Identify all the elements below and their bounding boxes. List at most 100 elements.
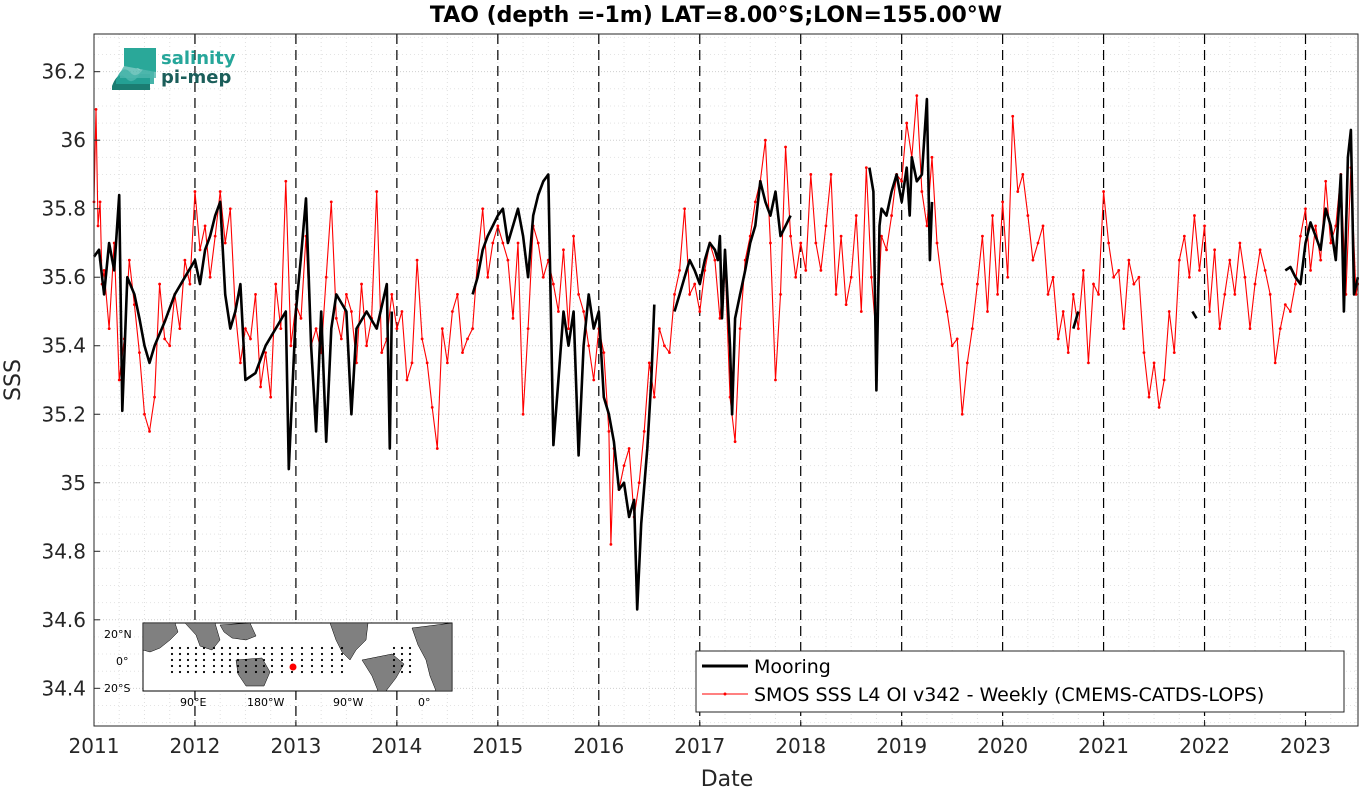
smos-line bbox=[93, 95, 1359, 545]
inset-dot bbox=[310, 658, 314, 662]
inset-lon-90e: 90°E bbox=[180, 696, 206, 709]
inset-lat-0: 0° bbox=[116, 655, 129, 668]
inset-dot bbox=[202, 646, 206, 650]
smos-point bbox=[440, 327, 444, 331]
smos-point bbox=[991, 214, 994, 217]
smos-point bbox=[213, 234, 217, 238]
smos-point bbox=[1081, 268, 1085, 272]
smos-point bbox=[259, 385, 262, 389]
smos-point bbox=[501, 241, 505, 245]
smos-point bbox=[198, 248, 202, 252]
smos-point bbox=[541, 275, 545, 279]
inset-frame bbox=[142, 622, 453, 692]
smos-point bbox=[445, 361, 449, 365]
smos-point bbox=[410, 361, 414, 365]
inset-lat-20s: 20°S bbox=[104, 682, 130, 695]
inset-dot bbox=[212, 652, 216, 656]
smos-point bbox=[678, 268, 681, 272]
inset-dot bbox=[220, 652, 224, 656]
smos-point bbox=[1061, 310, 1065, 313]
smos-point bbox=[430, 406, 434, 409]
inset-dot bbox=[194, 670, 198, 674]
smos-point bbox=[360, 282, 363, 286]
smos-point bbox=[975, 282, 979, 286]
smos-point bbox=[718, 316, 722, 320]
inset-lat-20n: 20°N bbox=[104, 628, 132, 641]
inset-dot bbox=[262, 670, 266, 674]
smos-point bbox=[1112, 275, 1116, 279]
inset-dot bbox=[212, 670, 216, 674]
smos-point bbox=[390, 292, 394, 296]
legend-swatch-smos-marker bbox=[723, 692, 727, 696]
smos-point bbox=[652, 395, 656, 399]
inset-dot bbox=[280, 664, 284, 668]
mooring-line bbox=[868, 97, 934, 392]
smos-point bbox=[1314, 224, 1317, 228]
inset-dot bbox=[220, 670, 224, 674]
y-tick-label: 35.4 bbox=[41, 334, 86, 358]
smos-point bbox=[981, 234, 984, 238]
inset-dot bbox=[270, 670, 274, 674]
smos-point bbox=[1263, 268, 1267, 272]
x-tick-label: 2017 bbox=[674, 734, 725, 758]
smos-point bbox=[844, 303, 848, 307]
inset-dot bbox=[280, 670, 284, 674]
smos-point bbox=[466, 337, 469, 341]
inset-dot bbox=[270, 658, 274, 662]
chart-title: TAO (depth =-1m) LAT=8.00°S;LON=155.00°W bbox=[430, 3, 1002, 28]
smos-point bbox=[228, 207, 232, 211]
smos-point bbox=[1187, 275, 1191, 279]
smos-point bbox=[420, 337, 424, 341]
inset-dot bbox=[178, 652, 182, 656]
x-axis-ticks: 2011 2012 2013 2014 2015 2016 2017 2018 2019 2020… bbox=[69, 720, 1331, 758]
smos-point bbox=[486, 275, 490, 279]
inset-dot bbox=[236, 658, 240, 662]
inset-dot bbox=[340, 646, 344, 650]
smos-point bbox=[1309, 268, 1312, 272]
legend-label-smos: SMOS SSS L4 OI v342 - Weekly (CMEMS-CATD… bbox=[754, 684, 1264, 706]
smos-point bbox=[1152, 361, 1156, 365]
legend: Mooring SMOS SSS L4 OI v342 - Weekly (CM… bbox=[695, 650, 1345, 713]
inset-land bbox=[142, 622, 453, 692]
inset-dot bbox=[236, 670, 240, 674]
inset-dot bbox=[262, 664, 266, 668]
inset-dot bbox=[300, 670, 304, 674]
smos-point bbox=[1228, 258, 1232, 262]
inset-dot bbox=[340, 652, 344, 656]
inset-dot bbox=[202, 670, 206, 674]
inset-dot bbox=[330, 670, 334, 674]
smos-point bbox=[794, 275, 798, 279]
inset-dot bbox=[212, 646, 216, 650]
smos-point bbox=[521, 412, 525, 416]
inset-dot bbox=[320, 658, 324, 662]
smos-point bbox=[1006, 275, 1010, 279]
smos-point bbox=[395, 327, 399, 331]
legend-label-mooring: Mooring bbox=[754, 656, 831, 678]
smos-point bbox=[284, 179, 288, 183]
smos-point bbox=[400, 310, 404, 313]
smos-point bbox=[673, 292, 676, 296]
smos-point bbox=[158, 282, 162, 286]
smos-point bbox=[572, 234, 575, 238]
smos-point bbox=[1016, 190, 1020, 193]
smos-point bbox=[935, 241, 939, 245]
x-tick-label: 2015 bbox=[472, 734, 523, 758]
smos-point bbox=[1162, 378, 1166, 382]
smos-point bbox=[609, 543, 613, 546]
inset-dot bbox=[186, 664, 190, 668]
smos-point bbox=[1198, 268, 1201, 272]
smos-point bbox=[496, 224, 500, 228]
inset-dot bbox=[194, 652, 198, 656]
inset-dot bbox=[202, 658, 206, 662]
inset-dot bbox=[340, 664, 344, 668]
smos-point bbox=[551, 282, 555, 286]
smos-point bbox=[1021, 173, 1025, 176]
year-boundary-lines bbox=[194, 34, 1307, 726]
smos-point bbox=[516, 241, 520, 245]
smos-point bbox=[188, 282, 192, 286]
smos-point bbox=[1273, 361, 1277, 365]
inset-dot bbox=[310, 664, 314, 668]
smos-point bbox=[223, 241, 227, 245]
inset-dot bbox=[400, 646, 404, 650]
